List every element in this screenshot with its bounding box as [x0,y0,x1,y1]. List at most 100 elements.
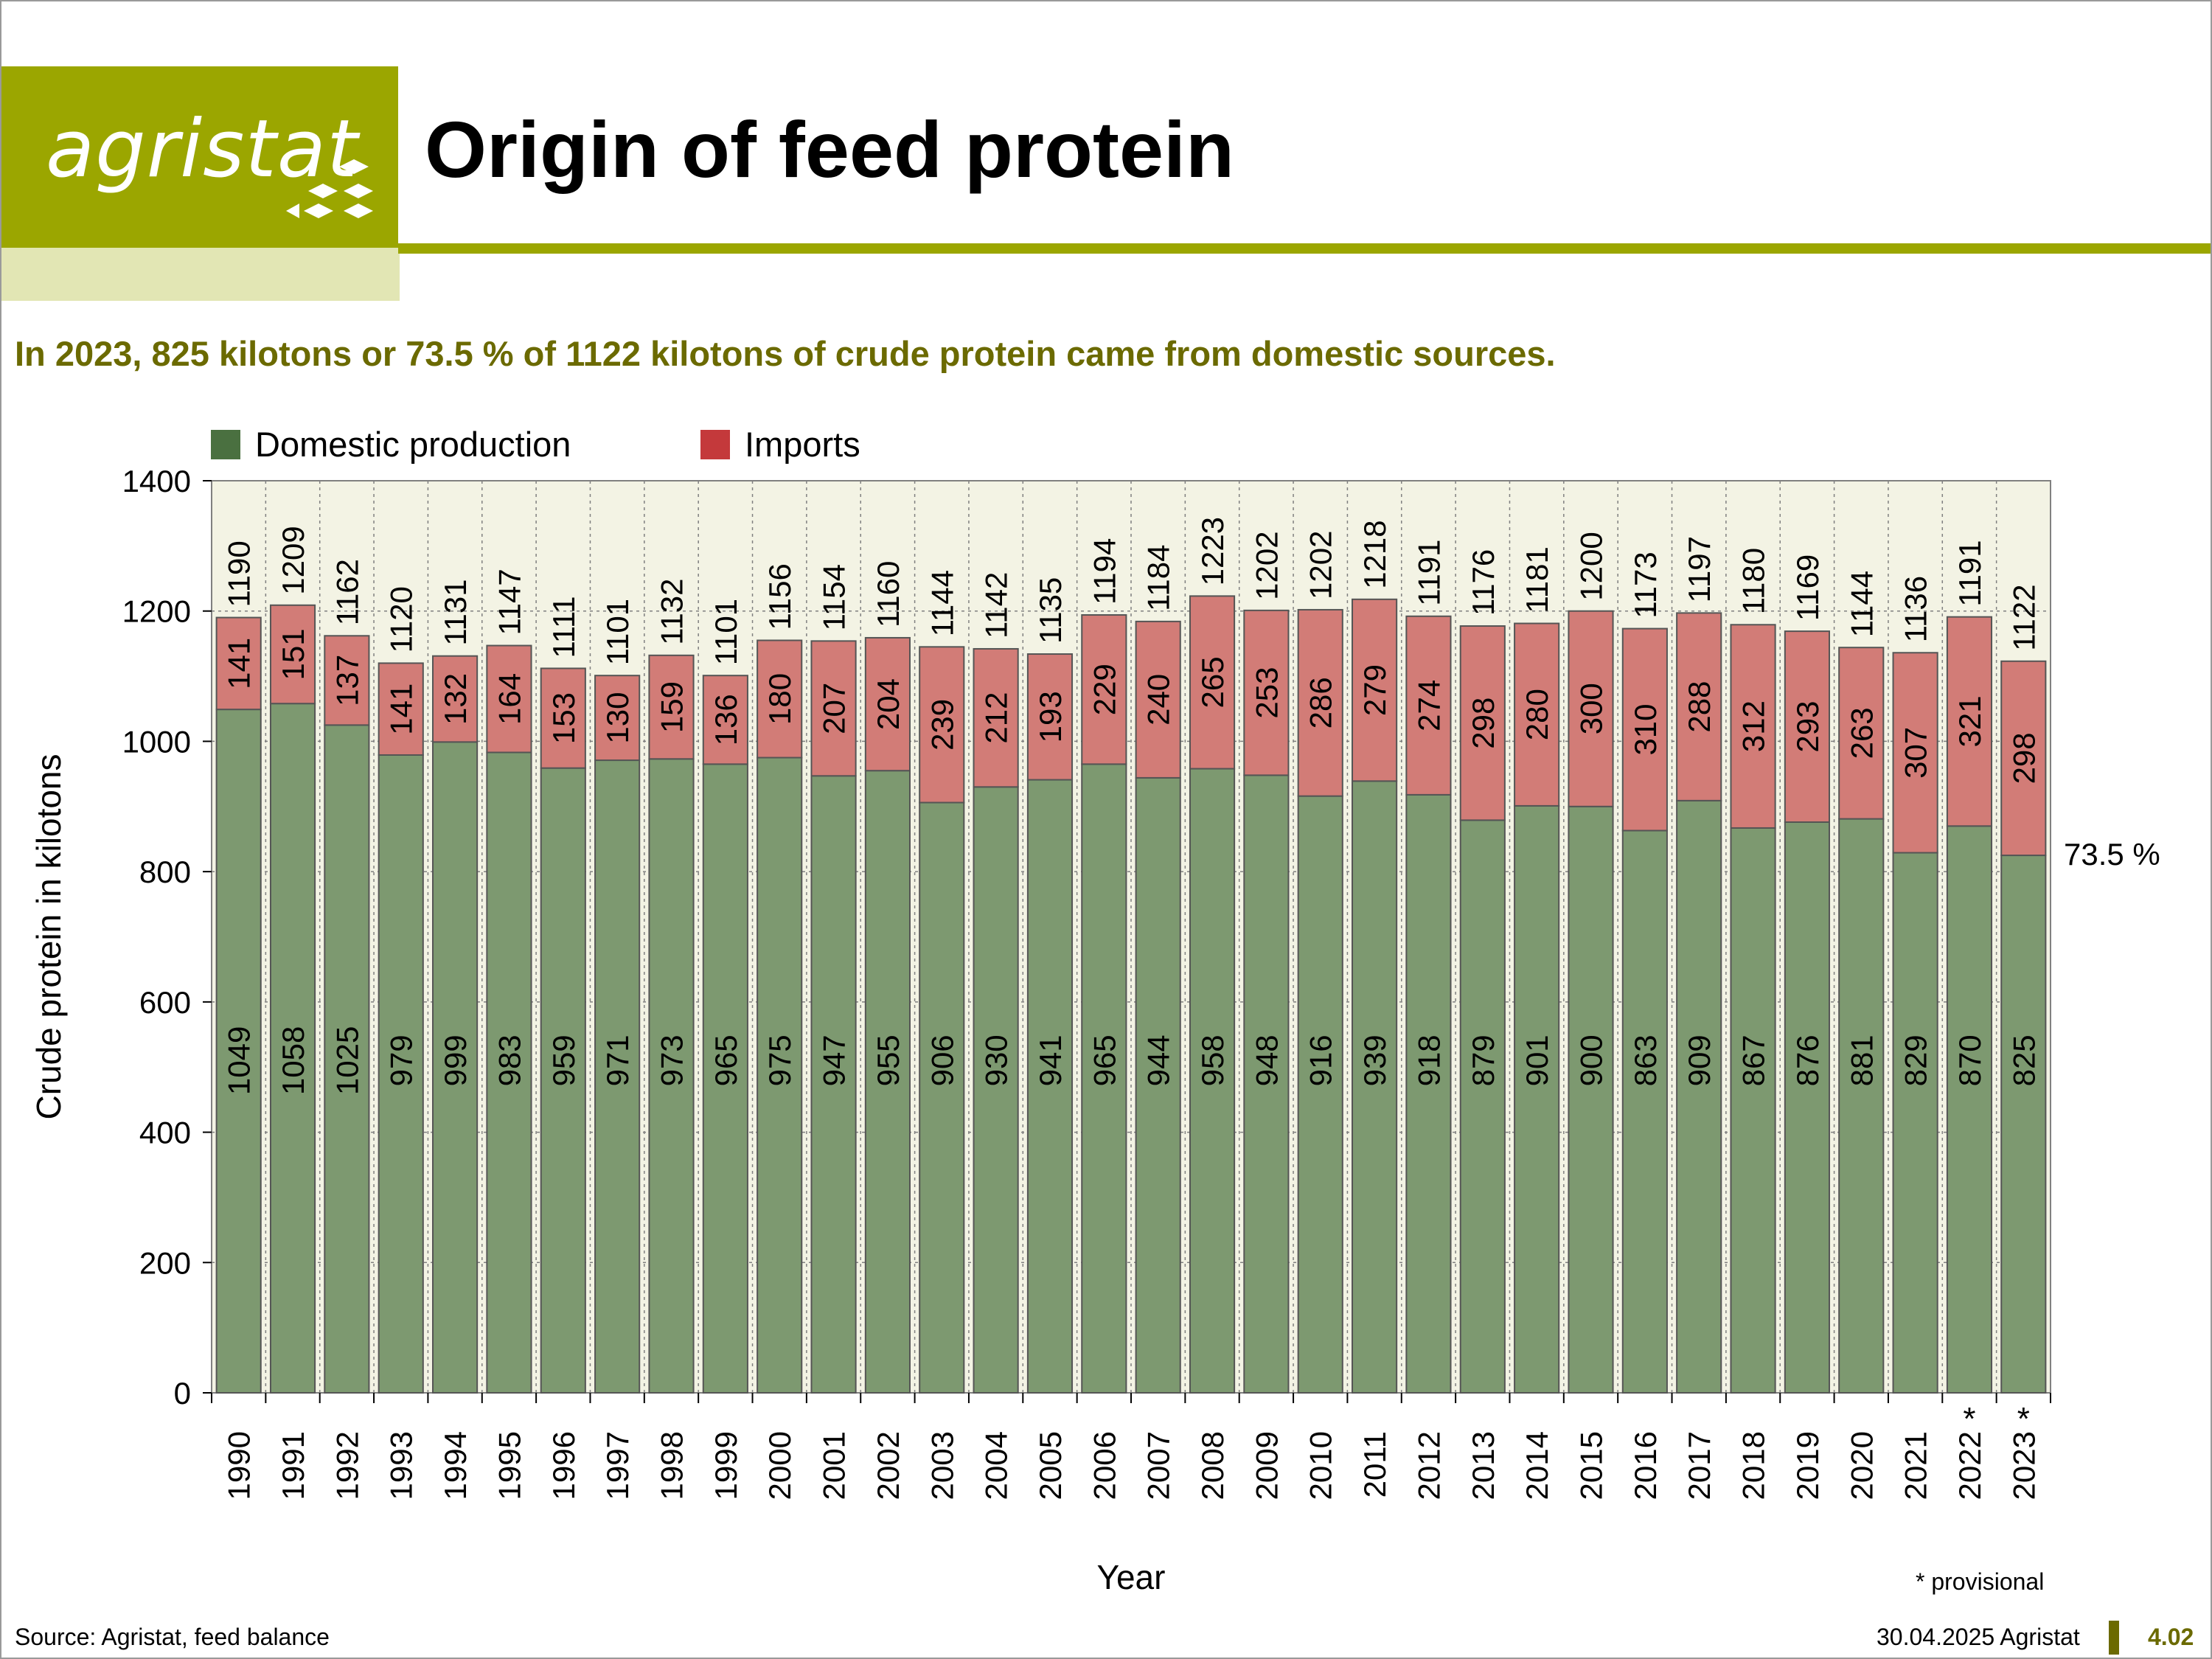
data-label-total: 1191 [1411,539,1446,605]
data-label-total: 1209 [276,526,310,594]
data-label-total: 1184 [1141,545,1176,611]
bar-domestic [1730,827,1776,1394]
x-tick-label: 1994 [438,1431,473,1500]
data-label-imports: 274 [1411,680,1446,731]
data-label-domestic: 901 [1520,1034,1554,1086]
x-tick-label: 1990 [222,1431,257,1500]
data-label-domestic: 965 [709,1034,743,1086]
bar-imports [1514,622,1560,807]
legend-swatch-imports [700,429,730,459]
data-label-domestic: 1049 [222,1026,257,1095]
data-label-total: 1191 [1952,540,1987,606]
data-label-domestic: 881 [1844,1034,1879,1086]
data-label-imports: 239 [925,699,959,751]
data-label-total: 1176 [1466,549,1500,616]
data-label-domestic: 947 [817,1034,852,1086]
x-tick-label: 2013 [1466,1431,1500,1500]
data-label-total: 1218 [1357,520,1392,588]
bar-domestic [648,758,695,1394]
bar-domestic [973,786,1019,1394]
data-label-total: 1197 [1682,536,1717,602]
bar-imports [757,639,803,759]
legend-item-imports: Imports [700,424,860,465]
data-label-total: 1136 [1899,576,1933,642]
x-tick-label: 2005 [1033,1431,1068,1500]
bar-domestic [594,759,641,1394]
data-label-imports: 293 [1790,701,1825,753]
bar-domestic [919,801,965,1394]
data-label-imports: 151 [276,628,310,680]
bar-imports [1243,609,1290,776]
bar-imports [378,662,424,756]
data-label-domestic: 979 [384,1034,419,1086]
data-label-domestic: 965 [1087,1034,1121,1086]
data-label-domestic: 918 [1411,1034,1446,1086]
y-axis-title: Crude protein in kilotons [29,754,68,1119]
data-label-total: 1154 [817,564,852,630]
bar-imports [1621,627,1668,832]
bar-domestic [1189,768,1236,1394]
data-label-imports: 212 [979,692,1014,744]
data-label-total: 1122 [2006,584,2041,650]
bar-domestic [1784,821,1830,1394]
x-tick-label: 2002 [871,1431,905,1500]
x-tick-label: 2018 [1736,1431,1771,1500]
bar-domestic [486,751,532,1394]
bar-imports [1189,595,1236,770]
domestic-share-annotation: 73.5 % [2064,837,2160,872]
bar-imports [1405,615,1452,796]
x-tick-label: 2020 [1844,1431,1879,1500]
logo-tail [1,248,400,301]
bar-domestic [1352,780,1398,1394]
x-tick-label: 2007 [1141,1431,1176,1500]
data-label-imports: 321 [1952,695,1987,747]
data-label-imports: 286 [1304,677,1338,728]
data-label-total: 1180 [1736,548,1771,614]
bar-domestic [1568,805,1614,1394]
data-label-imports: 207 [817,683,852,734]
data-label-total: 1132 [655,578,689,644]
data-label-domestic: 944 [1141,1034,1176,1086]
x-tick-label: 2016 [1628,1431,1663,1500]
data-label-imports: 288 [1682,681,1717,733]
bar-domestic [1459,819,1506,1394]
data-label-total: 1147 [492,568,526,635]
x-tick-label: 1995 [492,1431,526,1500]
data-label-imports: 193 [1033,691,1068,742]
data-label-imports: 141 [222,638,257,689]
bar-imports [1081,614,1127,765]
logo-block [1,66,398,248]
data-label-domestic: 825 [2006,1034,2041,1086]
provisional-marker: * [1963,1401,1975,1437]
footer-date: 30.04.2025 Agristat [1877,1624,2080,1650]
header-divider [398,243,2211,254]
x-tick-label: 2003 [925,1431,959,1500]
data-label-imports: 132 [438,673,473,725]
bar-domestic [1405,793,1452,1394]
data-label-total: 1131 [438,579,473,645]
bar-domestic [2000,855,2047,1394]
bar-imports [973,647,1019,788]
data-label-total: 1101 [600,599,635,665]
data-label-domestic: 1025 [330,1026,364,1095]
data-label-imports: 298 [2006,732,2041,784]
bar-imports [1946,616,1993,827]
data-label-total: 1200 [1574,532,1609,600]
bar-domestic [757,757,803,1394]
diamond-cluster-icon [286,159,373,218]
bar-domestic [1892,852,1938,1394]
data-label-domestic: 900 [1574,1034,1609,1086]
bar-imports [1838,647,1885,820]
x-tick-label: 1991 [276,1431,310,1500]
bar-imports [594,675,641,762]
data-label-imports: 229 [1087,664,1121,715]
data-label-domestic: 879 [1466,1034,1500,1086]
data-label-imports: 310 [1628,703,1663,755]
data-label-imports: 265 [1195,656,1230,708]
bar-domestic [1946,825,1993,1394]
x-axis-title: Year [1097,1558,1166,1596]
x-tick-label: 2006 [1087,1431,1121,1500]
bar-domestic [1026,779,1074,1394]
